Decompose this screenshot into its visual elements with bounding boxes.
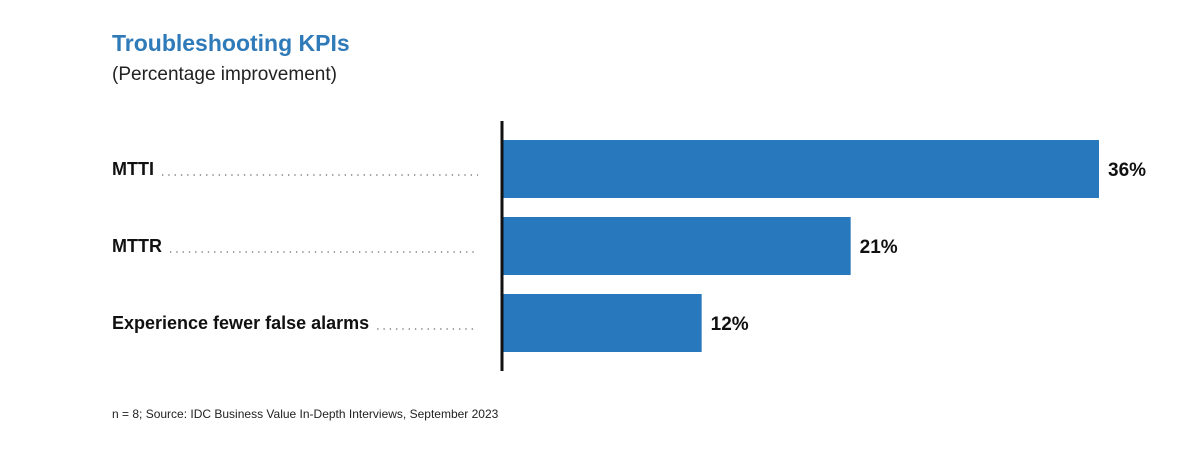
- bar-1: [503, 217, 851, 275]
- labels-layer: MTTI 36% MTTR 21% Experience fewer false ala…: [112, 159, 1146, 335]
- value-label: 36%: [1108, 160, 1146, 181]
- source-note: n = 8; Source: IDC Business Value In-Dep…: [112, 407, 499, 421]
- bar-0: [503, 140, 1099, 198]
- chart-subtitle: (Percentage improvement): [112, 64, 337, 85]
- category-label: MTTR: [112, 236, 162, 256]
- category-label: Experience fewer false alarms: [112, 313, 369, 333]
- bar-2: [503, 294, 702, 352]
- chart-title: Troubleshooting KPIs: [112, 30, 350, 56]
- value-label: 12%: [711, 314, 749, 335]
- bars-layer: [503, 140, 1099, 352]
- value-label: 21%: [860, 237, 898, 258]
- category-label: MTTI: [112, 159, 154, 179]
